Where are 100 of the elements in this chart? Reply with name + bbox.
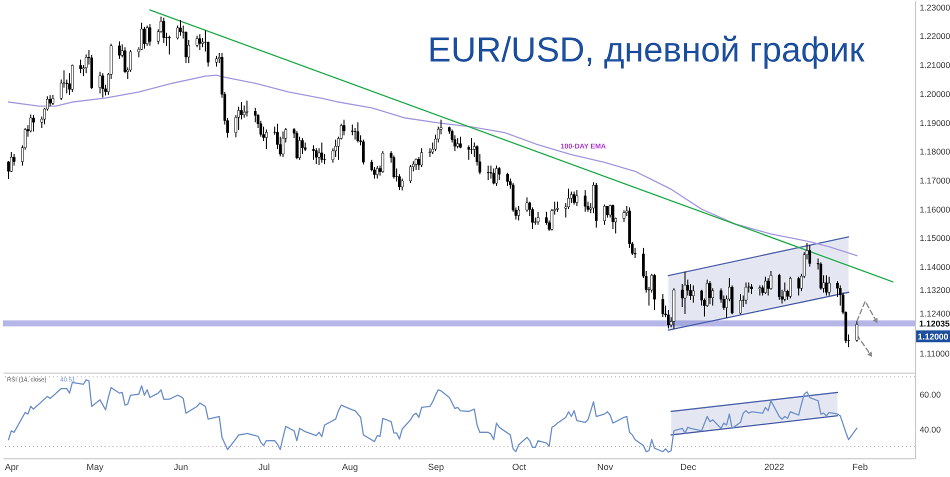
candlestick bbox=[456, 138, 460, 149]
candlestick bbox=[778, 273, 781, 300]
candlestick bbox=[420, 148, 423, 168]
candlestick bbox=[118, 40, 121, 60]
y-tick-label: 1.15000 bbox=[920, 233, 950, 244]
candlestick bbox=[362, 139, 365, 165]
candlestick bbox=[828, 276, 831, 296]
y-tick-label: 1.23000 bbox=[920, 2, 950, 12]
candlestick bbox=[29, 114, 32, 133]
candlestick bbox=[282, 131, 284, 158]
candlestick bbox=[376, 166, 379, 180]
x-tick-label: Jun bbox=[174, 462, 188, 472]
y-tick-label: 1.18000 bbox=[920, 146, 950, 157]
candlestick bbox=[603, 204, 606, 226]
candlestick bbox=[856, 320, 858, 342]
candlestick bbox=[584, 190, 587, 212]
ref-line-label: 1.12035 bbox=[919, 318, 950, 328]
candlestick bbox=[526, 196, 528, 212]
candlestick bbox=[7, 160, 10, 180]
candlestick bbox=[764, 276, 767, 295]
x-tick-label: Nov bbox=[597, 462, 614, 472]
candlestick bbox=[739, 294, 742, 315]
y-tick-label: 60.00 bbox=[920, 390, 942, 400]
candlestick bbox=[312, 144, 315, 160]
candlestick bbox=[622, 210, 626, 222]
candlestick bbox=[556, 201, 559, 212]
candlestick bbox=[606, 206, 609, 218]
candlestick bbox=[788, 276, 792, 299]
x-tick-label: Sep bbox=[428, 462, 444, 472]
candlestick bbox=[744, 282, 748, 305]
line-series bbox=[8, 74, 858, 256]
x-tick-label: 2022 bbox=[764, 462, 784, 472]
candlestick bbox=[492, 168, 496, 185]
y-tick-label: 1.20000 bbox=[920, 88, 950, 99]
candlestick bbox=[146, 25, 149, 46]
candlestick bbox=[301, 138, 304, 155]
candlestick bbox=[350, 124, 354, 136]
candlestick bbox=[320, 142, 324, 164]
candlestick bbox=[409, 164, 412, 184]
candlestick bbox=[517, 206, 520, 221]
candlestick bbox=[314, 148, 318, 165]
y-tick-label: 1.11000 bbox=[920, 348, 950, 359]
y-tick-label: 1.17000 bbox=[920, 176, 950, 186]
candlestick bbox=[48, 94, 52, 107]
candlestick bbox=[196, 35, 198, 48]
x-tick-label: Feb bbox=[852, 462, 868, 472]
candlestick bbox=[246, 100, 248, 118]
candlestick bbox=[825, 274, 828, 296]
y-tick-label: 1.22000 bbox=[920, 31, 950, 42]
candlestick bbox=[79, 59, 82, 74]
candlestick bbox=[414, 158, 418, 170]
text: 1.12000 bbox=[918, 331, 949, 342]
text: EUR/USD, дневной график bbox=[428, 30, 866, 70]
line-series bbox=[8, 379, 858, 453]
candlestick bbox=[52, 94, 54, 106]
y-tick-label: 1.21000 bbox=[920, 60, 950, 70]
y-tick-label: 1.13200 bbox=[920, 285, 950, 296]
candlestick bbox=[572, 191, 576, 206]
candlestick bbox=[608, 204, 612, 218]
candlestick bbox=[797, 276, 800, 296]
candlestick bbox=[498, 166, 501, 181]
candlestick bbox=[101, 72, 104, 98]
candlestick bbox=[240, 102, 243, 120]
candlestick bbox=[686, 279, 690, 296]
candlestick bbox=[318, 148, 320, 166]
candlestick bbox=[536, 211, 540, 226]
y-tick-label: 1.12400 bbox=[920, 308, 950, 318]
candlestick bbox=[680, 283, 684, 308]
candlestick bbox=[342, 119, 346, 136]
candlestick bbox=[215, 55, 218, 68]
candlestick bbox=[612, 204, 614, 230]
candlestick bbox=[692, 284, 695, 304]
candlestick bbox=[506, 172, 509, 186]
candlestick bbox=[32, 114, 35, 132]
candlestick bbox=[70, 64, 74, 92]
candlestick bbox=[392, 154, 396, 180]
candlestick bbox=[761, 284, 764, 296]
candlestick bbox=[381, 150, 384, 174]
candlestick bbox=[143, 26, 146, 50]
y-tick-label: 1.16000 bbox=[920, 204, 950, 214]
x-tick-label: Apr bbox=[4, 462, 19, 472]
x-tick-label: Aug bbox=[342, 462, 358, 472]
candlestick bbox=[84, 54, 88, 74]
candlestick bbox=[750, 283, 753, 295]
candlestick bbox=[198, 34, 202, 51]
y-tick-label: 1.19000 bbox=[920, 118, 950, 128]
candlestick bbox=[98, 71, 102, 94]
candlestick bbox=[783, 282, 786, 302]
x-tick-label: May bbox=[86, 462, 104, 472]
candlestick bbox=[808, 244, 812, 268]
candlestick bbox=[459, 136, 462, 149]
candlestick bbox=[168, 35, 171, 55]
candlestick bbox=[356, 122, 360, 143]
candlestick bbox=[667, 309, 670, 329]
x-tick-label: Oct bbox=[512, 462, 527, 472]
candlestick bbox=[486, 165, 490, 181]
candlestick bbox=[766, 278, 770, 296]
candlestick bbox=[265, 128, 268, 150]
candlestick bbox=[684, 271, 686, 314]
candlestick bbox=[653, 273, 656, 310]
